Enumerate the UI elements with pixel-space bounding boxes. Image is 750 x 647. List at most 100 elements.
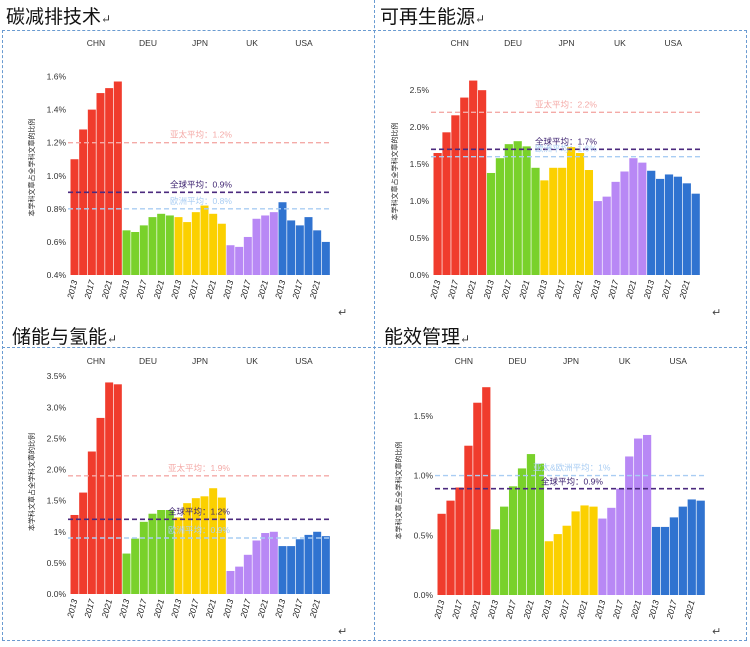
bar	[269, 212, 278, 275]
bar	[616, 488, 625, 595]
bar	[691, 193, 700, 275]
x-tick-label: 2017	[134, 598, 149, 620]
x-tick-label: 2021	[463, 279, 478, 301]
cell-end-mark: ↵	[338, 306, 348, 319]
bar	[313, 531, 322, 594]
bar	[580, 505, 589, 595]
y-tick-label: 0.4%	[47, 270, 67, 280]
y-tick-label: 1.0%	[414, 471, 434, 481]
x-tick-label: 2021	[255, 279, 270, 301]
x-tick-label: 2013	[117, 598, 132, 620]
panel-title-storage: 储能与氢能↵	[12, 322, 117, 349]
x-tick-label: 2017	[552, 279, 567, 301]
bar	[517, 468, 527, 595]
group-label: DEU	[139, 356, 157, 366]
group-label: CHN	[450, 38, 468, 48]
bar	[79, 129, 88, 275]
bar	[687, 499, 696, 595]
bar	[96, 93, 105, 275]
group-label: DEU	[504, 38, 522, 48]
bar	[165, 215, 174, 275]
bar	[602, 196, 611, 275]
bar	[482, 387, 491, 595]
group-label: CHN	[87, 356, 105, 366]
x-tick-label: 2021	[682, 599, 697, 621]
bar	[278, 546, 287, 594]
group-label: USA	[295, 356, 313, 366]
bar	[105, 382, 114, 594]
x-tick-label: 2017	[659, 279, 674, 301]
bar	[113, 384, 122, 594]
bar	[437, 513, 446, 595]
bar	[656, 178, 665, 275]
x-tick-label: 2013	[481, 279, 496, 301]
group-label: USA	[295, 38, 313, 48]
x-tick-label: 2013	[428, 279, 443, 301]
x-tick-label: 2021	[151, 598, 166, 620]
y-tick-label: 1.5%	[410, 159, 430, 169]
bar	[200, 496, 209, 594]
paragraph-mark: ↵	[101, 12, 112, 26]
x-tick-label: 2013	[273, 598, 288, 620]
group-label: JPN	[192, 356, 208, 366]
x-tick-label: 2017	[606, 279, 621, 301]
y-tick-label: 3.5%	[47, 371, 67, 381]
bar	[544, 541, 553, 595]
x-tick-label: 2017	[664, 599, 679, 621]
bar	[664, 174, 674, 275]
x-tick-label: 2017	[557, 599, 572, 621]
bar	[571, 511, 580, 595]
bar	[526, 454, 536, 595]
group-label: UK	[246, 356, 258, 366]
y-axis-label: 本学科文章占全学科文章的比例	[394, 442, 403, 540]
bar	[491, 529, 500, 595]
reference-line-label: 全球平均：0.9%	[541, 477, 603, 487]
panel-title-renewable: 可再生能源↵	[380, 2, 485, 29]
bar	[460, 97, 469, 275]
y-tick-label: 0.0%	[47, 589, 67, 599]
group-label: JPN	[192, 38, 208, 48]
bar	[157, 510, 166, 594]
reference-line-label: 欧洲平均：1.6%	[535, 144, 597, 154]
bar	[209, 213, 218, 275]
bar	[446, 500, 455, 595]
y-axis-label: 本学科文章占全学科文章的比例	[27, 119, 36, 217]
bar	[531, 167, 540, 275]
y-tick-label: 0.0%	[414, 590, 434, 600]
x-tick-label: 2017	[186, 598, 201, 620]
bar	[261, 215, 270, 275]
bar	[105, 88, 114, 275]
bar	[113, 81, 122, 275]
bar	[183, 503, 192, 594]
y-tick-label: 1%	[54, 527, 67, 537]
x-tick-label: 2013	[646, 599, 661, 621]
x-tick-label: 2017	[186, 279, 201, 301]
reference-line-label: 亚太平均：2.2%	[535, 99, 597, 109]
x-tick-label: 2021	[203, 279, 218, 301]
paragraph-mark: ↵	[475, 12, 486, 26]
bar	[486, 172, 496, 275]
y-tick-label: 3.0%	[47, 402, 67, 412]
table-border-left	[2, 30, 3, 640]
x-tick-label: 2013	[169, 598, 184, 620]
group-label: UK	[619, 356, 631, 366]
bar	[638, 162, 647, 275]
bar	[131, 232, 140, 275]
x-tick-label: 2021	[624, 279, 639, 301]
x-tick-label: 2013	[221, 279, 236, 301]
bar	[252, 540, 261, 594]
x-tick-label: 2021	[628, 599, 643, 621]
bar	[321, 536, 330, 594]
bar	[200, 205, 209, 275]
bar	[562, 525, 571, 595]
bar	[217, 497, 226, 594]
bar	[261, 533, 270, 594]
y-tick-label: 2.0%	[410, 122, 430, 132]
reference-line-label: 欧洲平均：0.9%	[168, 525, 230, 535]
bar	[575, 153, 585, 275]
x-tick-label: 2013	[432, 599, 447, 621]
reference-line-label: 全球平均：1.2%	[168, 506, 230, 516]
group-label: UK	[246, 38, 258, 48]
bar	[508, 486, 518, 595]
chart-renewable-energy: 本学科文章占全学科文章的比例 0.0% 0.5% 1.0% 1.5% 2.0% 2.5% CH…	[390, 38, 702, 301]
